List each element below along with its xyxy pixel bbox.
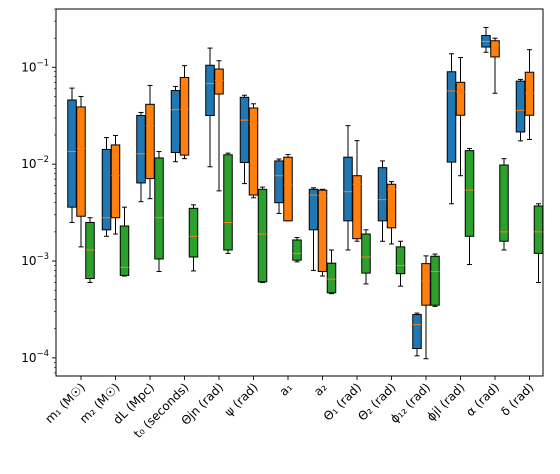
box-series2-cat4: [179, 65, 190, 160]
box-series2-cat1: [76, 95, 86, 248]
box-body: [499, 164, 509, 242]
box-body: [292, 239, 302, 261]
x-tick-label: α (rad): [463, 380, 502, 419]
box-body: [274, 160, 284, 204]
y-tick-label: 10−1: [21, 58, 49, 74]
box-body: [317, 189, 328, 272]
x-tick-label: ϕjl (rad): [424, 380, 468, 424]
box-series3-cat7: [292, 236, 302, 263]
box-series3-cat1: [85, 217, 95, 284]
box-series2-cat6: [248, 103, 259, 199]
box-body: [352, 175, 362, 240]
x-axis: m₁ (M☉)m₂ (M☉)dL (Mpc)t₀ (seconds)Θjn (r…: [42, 376, 537, 441]
box-series1-cat11: [412, 312, 422, 357]
box-body: [464, 150, 475, 237]
box-body: [188, 207, 199, 258]
box-body: [205, 64, 215, 117]
box-series1-cat5: [205, 47, 215, 168]
box-body: [377, 167, 388, 222]
box-series1-cat4: [170, 85, 181, 163]
box-series3-cat11: [430, 253, 440, 307]
box-series3-cat5: [223, 152, 233, 254]
box-body: [179, 76, 190, 156]
box-body: [170, 90, 181, 153]
box-series2-cat12: [455, 57, 466, 177]
box-series2-cat11: [421, 255, 431, 360]
y-tick-label: 10−3: [21, 252, 49, 268]
box-body: [455, 81, 466, 116]
box-body: [421, 263, 431, 306]
box-body: [223, 154, 233, 251]
box-body: [85, 221, 95, 280]
box-series2-cat5: [214, 60, 224, 192]
box-body: [283, 156, 293, 222]
box-series1-cat10: [377, 160, 388, 242]
box-series1-cat2: [101, 137, 112, 237]
box-body: [490, 40, 500, 58]
box-series2-cat9: [352, 140, 362, 242]
box-series3-cat8: [326, 249, 337, 295]
box-body: [515, 80, 526, 133]
y-axis: 10−4 10−3 10−2 10−1: [21, 8, 56, 374]
box-series3-cat10: [395, 240, 406, 287]
box-series1-cat7: [274, 158, 284, 214]
x-tick-label: a₁: [277, 380, 296, 399]
box-body: [67, 99, 77, 208]
box-series2-cat2: [110, 134, 121, 235]
box-body: [154, 157, 164, 260]
box-series2-cat8: [317, 188, 328, 277]
box-series3-cat9: [361, 229, 371, 285]
box-body: [110, 144, 121, 219]
box-body: [119, 225, 130, 276]
box-body: [430, 255, 440, 306]
box-series3-cat3: [154, 151, 164, 272]
box-series1-cat8: [308, 187, 319, 271]
box-series3-cat4: [188, 204, 199, 272]
box-series2-cat3: [145, 84, 155, 200]
box-series1-cat6: [239, 94, 250, 185]
box-body: [239, 96, 250, 164]
box-body: [395, 246, 406, 275]
box-body: [214, 68, 224, 95]
box-body: [76, 106, 86, 217]
box-body: [136, 115, 146, 184]
box-body: [361, 233, 371, 274]
box-series3-cat14: [533, 203, 544, 284]
box-series1-cat3: [136, 111, 146, 203]
box-body: [446, 71, 457, 163]
box-body: [326, 262, 337, 294]
plot-frame: [55, 8, 544, 377]
box-series1-cat13: [481, 26, 491, 53]
plot-marks: [67, 26, 544, 360]
box-series2-cat10: [386, 181, 397, 245]
box-body: [257, 188, 268, 283]
box-series1-cat14: [515, 78, 526, 142]
box-body: [412, 314, 422, 349]
y-tick-label: 10−4: [21, 349, 49, 365]
box-series2-cat13: [490, 37, 500, 94]
box-body: [386, 183, 397, 229]
box-body: [145, 103, 155, 180]
x-tick-label: a₂: [311, 380, 330, 399]
box-series3-cat13: [499, 158, 509, 251]
box-series3-cat6: [257, 186, 268, 284]
box-series1-cat12: [446, 53, 457, 205]
box-series1-cat9: [343, 125, 353, 251]
box-series1-cat1: [67, 87, 77, 223]
x-tick-label: ψ (rad): [222, 380, 261, 419]
y-tick-label: 10−2: [21, 155, 49, 171]
box-series3-cat2: [119, 206, 130, 277]
box-body: [343, 156, 353, 222]
box-series3-cat12: [464, 148, 475, 266]
box-series2-cat7: [283, 153, 293, 222]
box-body: [533, 205, 544, 254]
x-tick-label: δ (rad): [498, 380, 536, 418]
box-series2-cat14: [524, 49, 535, 140]
box-body: [248, 107, 259, 196]
